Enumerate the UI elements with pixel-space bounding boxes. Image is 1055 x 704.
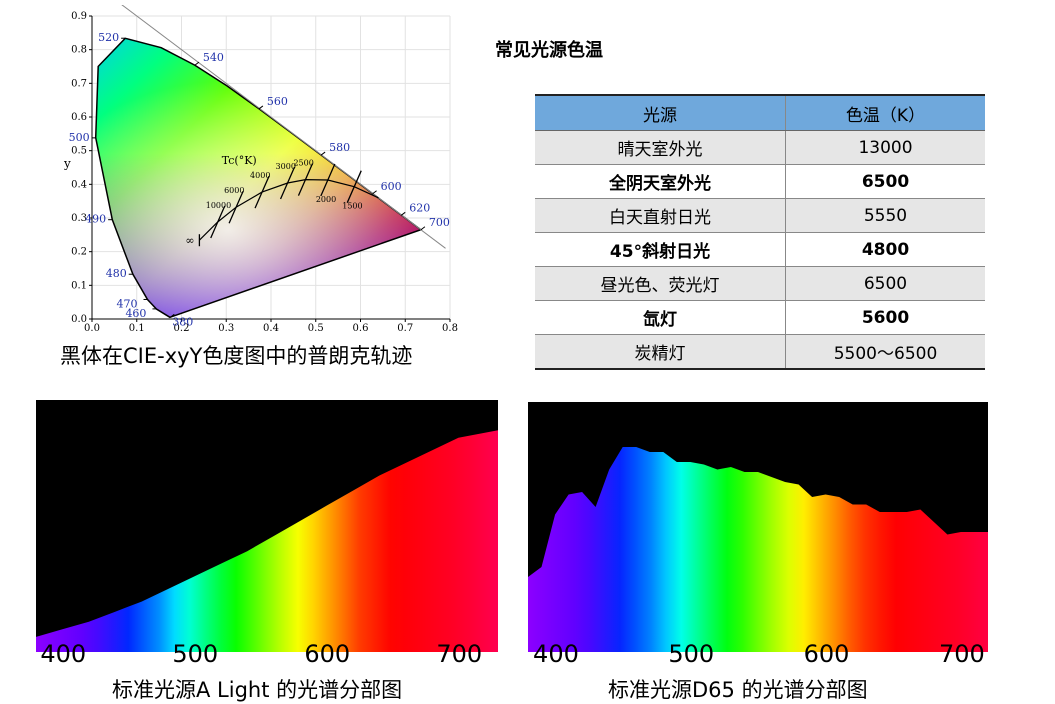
x-tick-label: 0.5 [308, 323, 324, 334]
y-tick-label: 0.3 [71, 213, 87, 224]
y-tick-label: 0.1 [71, 280, 87, 291]
x-tick-label: 0.0 [84, 323, 100, 334]
planckian-isotherm-ticks [198, 163, 362, 247]
spectrum-a-caption: 标准光源A Light 的光谱分部图 [112, 678, 403, 702]
x-tick-label: 600 [304, 640, 351, 668]
x-tick-label: 700 [938, 640, 985, 668]
x-tick-label: 0.4 [263, 323, 279, 334]
x-tick-label: 600 [803, 640, 850, 668]
x-tick-label: 700 [436, 640, 483, 668]
y-tick-label: 0.6 [71, 112, 87, 123]
table-header-row: 光源 色温（K） [535, 94, 985, 131]
y-tick-label: 0.5 [71, 146, 87, 157]
cell-source: 昼光色、荧光灯 [535, 266, 786, 301]
table-row: 昼光色、荧光灯 6500 [535, 266, 985, 301]
x-tick-label: 0.8 [442, 323, 458, 334]
cell-source: 晴天室外光 [535, 130, 786, 165]
x-tick-label: 0.2 [174, 323, 190, 334]
cct-label: 10000 [206, 201, 231, 210]
x-axis-label: x [268, 333, 274, 335]
wavelength-label: 460 [125, 307, 146, 320]
y-tick-label: 0.8 [71, 45, 87, 56]
x-tick-label: 0.7 [397, 323, 413, 334]
wavelength-label: 520 [98, 31, 119, 44]
wavelength-label: 580 [329, 141, 350, 154]
table-row: 45°斜射日光 4800 [535, 232, 985, 267]
table-row: 白天直射日光 5550 [535, 198, 985, 233]
wavelength-label: 380 [172, 315, 193, 328]
x-tick-label: 0.1 [129, 323, 145, 334]
locus-title: Tc(°K) [222, 154, 257, 167]
diagonal-line [121, 5, 446, 249]
y-tick-label: 0.0 [71, 314, 87, 325]
x-tick-label: 0.3 [218, 323, 234, 334]
cct-label: 1500 [342, 202, 362, 211]
cell-temp: 5600 [785, 300, 985, 335]
header-source: 光源 [535, 94, 786, 131]
table-title: 常见光源色温 [495, 40, 603, 61]
wavelength-label: 600 [381, 180, 402, 193]
cell-temp: 5550 [785, 198, 985, 233]
y-axis-label: y [63, 157, 71, 171]
spectrum-d65-chart [528, 402, 988, 652]
y-tick-label: 0.9 [71, 11, 87, 22]
x-tick-label: 400 [40, 640, 87, 668]
cct-label: 3000 [276, 162, 296, 171]
spectrum-a-chart [36, 400, 498, 652]
cie-diagram: 0.0 0.1 0.2 0.3 0.4 0.5 0.6 0.7 0.8 0.0 0.1 0.2 0.3 0… [63, 5, 458, 335]
y-tick-label: 0.4 [71, 179, 87, 190]
cct-label: 6000 [224, 186, 244, 195]
table-row: 氙灯 5600 [535, 300, 985, 335]
wavelength-label: 700 [429, 216, 450, 229]
wavelength-label: 500 [69, 131, 90, 144]
cell-source: 氙灯 [535, 300, 786, 335]
x-tick-label: 500 [172, 640, 219, 668]
cie-caption: 黑体在CIE-xyY色度图中的普朗克轨迹 [60, 344, 413, 368]
cell-source: 45°斜射日光 [535, 232, 786, 267]
cell-source: 白天直射日光 [535, 198, 786, 233]
table-row: 晴天室外光 13000 [535, 130, 985, 165]
cct-label: 2500 [293, 159, 313, 168]
table-row: 全阴天室外光 6500 [535, 164, 985, 199]
y-tick-label: 0.2 [71, 247, 87, 258]
header-temp: 色温（K） [785, 94, 985, 131]
cct-label: 4000 [250, 171, 270, 180]
wavelength-label: 490 [85, 213, 106, 226]
x-tick-label: 400 [533, 640, 579, 668]
y-tick-label: 0.7 [71, 78, 87, 89]
spectrum-d65-curve-mask [528, 402, 988, 577]
x-tick-label: 0.6 [353, 323, 369, 334]
cct-label: ∞ [185, 234, 194, 247]
cell-source: 炭精灯 [535, 334, 786, 370]
wavelength-label: 480 [106, 267, 127, 280]
wavelength-label: 620 [409, 201, 430, 214]
cie-axes: 0.0 0.1 0.2 0.3 0.4 0.5 0.6 0.7 0.8 0.0 0.1 0.2 0.3 0… [71, 11, 458, 334]
color-temperature-table: 光源 色温（K） 晴天室外光 13000 全阴天室外光 6500 白天直射日光 555… [535, 94, 985, 370]
cell-temp: 6500 [785, 164, 985, 199]
cell-temp: 13000 [785, 130, 985, 165]
cell-temp: 6500 [785, 266, 985, 301]
cell-temp: 4800 [785, 232, 985, 267]
wavelength-label: 470 [116, 297, 137, 310]
cell-source: 全阴天室外光 [535, 164, 786, 199]
wavelength-label: 560 [267, 95, 288, 108]
cct-label: 2000 [316, 195, 336, 204]
spectrum-d65-caption: 标准光源D65 的光谱分部图 [608, 678, 868, 702]
spectrum-a-curve-mask [36, 400, 498, 637]
wavelength-label: 540 [203, 51, 224, 64]
x-tick-label: 500 [668, 640, 715, 668]
table-row: 炭精灯 5500～6500 [535, 334, 985, 370]
cell-temp: 5500～6500 [785, 334, 985, 370]
